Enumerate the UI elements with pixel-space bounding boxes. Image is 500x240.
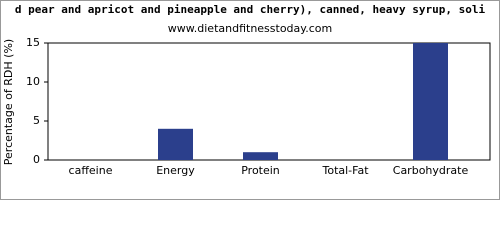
x-tick-label: Energy <box>156 164 195 177</box>
x-tick-label: Total-Fat <box>321 164 369 177</box>
y-tick-label: 5 <box>33 114 40 127</box>
chart: d pear and apricot and pineapple and che… <box>0 0 500 200</box>
chart-title: d pear and apricot and pineapple and che… <box>15 3 486 16</box>
y-tick-label: 15 <box>26 36 40 49</box>
bar <box>243 152 278 160</box>
y-tick-label: 0 <box>33 153 40 166</box>
chart-subtitle: www.dietandfitnesstoday.com <box>168 22 332 35</box>
y-tick-label: 10 <box>26 75 40 88</box>
bar <box>413 43 448 160</box>
x-tick-label: Protein <box>241 164 280 177</box>
bar <box>158 128 193 160</box>
y-axis-label: Percentage of RDH (%) <box>2 39 15 165</box>
x-tick-label: caffeine <box>69 164 113 177</box>
x-tick-label: Carbohydrate <box>393 164 469 177</box>
